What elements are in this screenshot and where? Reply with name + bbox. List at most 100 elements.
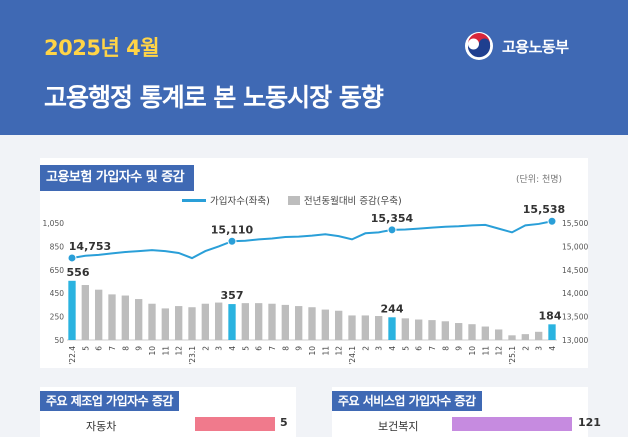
manufacturing-title: 주요 제조업 가입자수 증감 — [40, 391, 179, 411]
bar-mark — [548, 324, 556, 340]
report-date: 2025년 4월 — [44, 36, 160, 60]
x-category-label: '22.4 — [68, 346, 77, 365]
services-row-label: 보건복지 — [378, 420, 419, 433]
bar-mark — [455, 323, 463, 340]
bar-mark — [121, 295, 129, 340]
bar-mark — [268, 303, 276, 340]
right-axis-tick: 14,000 — [562, 289, 588, 298]
bar-mark — [228, 304, 236, 340]
line-data-label: 14,753 — [69, 240, 111, 253]
x-category-label: 3 — [375, 346, 384, 351]
x-category-label: 2 — [521, 346, 530, 351]
x-category-label: 6 — [255, 346, 264, 351]
left-axis-tick: 50 — [54, 336, 64, 345]
x-category-label: 5 — [81, 346, 90, 351]
x-category-label: 11 — [161, 346, 170, 356]
x-category-label: 9 — [295, 346, 304, 351]
services-title: 주요 서비스업 가입자수 증감 — [332, 391, 482, 411]
x-category-label: '23.1 — [188, 346, 197, 365]
chart-legend: 가입자수(좌축) 전년동월대비 증감(우축) — [182, 193, 402, 207]
x-category-label: 7 — [108, 346, 117, 351]
x-category-label: 3 — [535, 346, 544, 351]
left-axis-tick: 250 — [50, 313, 65, 322]
bar-mark — [335, 310, 343, 340]
x-category-label: 9 — [455, 346, 464, 351]
left-axis-tick: 450 — [50, 289, 65, 298]
legend-line-label: 가입자수(좌축) — [210, 196, 270, 207]
x-category-label: 7 — [428, 346, 437, 351]
page-title: 고용행정 통계로 본 노동시장 동향 — [44, 83, 384, 112]
line-point — [547, 216, 557, 226]
bar-mark — [95, 289, 103, 340]
bar-mark — [308, 307, 316, 340]
x-category-label: 12 — [495, 346, 504, 356]
services-row-bar — [452, 417, 572, 431]
bar-mark — [161, 308, 169, 340]
bar-mark — [255, 303, 263, 340]
bar-mark — [495, 329, 503, 340]
left-axis-tick: 850 — [50, 242, 65, 251]
right-axis-tick: 14,500 — [562, 266, 588, 275]
x-category-label: 8 — [281, 346, 290, 351]
x-category-label: 6 — [95, 346, 104, 351]
right-axis-tick: 15,500 — [562, 219, 588, 228]
x-category-label: 10 — [148, 346, 157, 356]
bar-mark — [295, 306, 303, 340]
x-category-label: 2 — [201, 346, 210, 351]
bar-mark — [508, 335, 516, 340]
bar-mark — [361, 315, 369, 340]
bar-mark — [401, 318, 409, 340]
bar-mark — [415, 319, 423, 340]
chart-title: 고용보험 가입자수 및 증감 — [40, 165, 195, 191]
bar-data-label: 244 — [381, 302, 404, 315]
bar-mark — [348, 315, 356, 340]
taegeuk-emblem-icon — [465, 32, 493, 60]
bar-mark — [81, 285, 89, 340]
x-category-label: 12 — [175, 346, 184, 356]
bar-mark — [428, 320, 436, 340]
line-point — [387, 225, 397, 235]
x-category-label: 2 — [361, 346, 370, 351]
bar-mark — [188, 307, 196, 340]
x-category-label: 7 — [268, 346, 277, 351]
bar-mark — [321, 309, 329, 340]
x-category-label: 10 — [468, 346, 477, 356]
right-axis-tick: 13,000 — [562, 336, 588, 345]
bar-mark — [388, 317, 396, 340]
bar-data-label: 556 — [67, 266, 90, 279]
x-category-label: 4 — [228, 346, 237, 351]
x-category-label: 4 — [548, 346, 557, 351]
line-data-label: 15,354 — [371, 212, 414, 225]
x-category-label: 9 — [135, 346, 144, 351]
bar-data-label: 184 — [539, 309, 562, 322]
manufacturing-row-bar — [195, 417, 275, 431]
line-data-label: 15,110 — [211, 223, 254, 236]
x-category-label: 12 — [335, 346, 344, 356]
x-category-label: 5 — [241, 346, 250, 351]
x-category-label: 6 — [415, 346, 424, 351]
legend-bar-label: 전년동월대비 증감(우축) — [303, 196, 402, 207]
x-category-label: 11 — [481, 346, 490, 356]
services-row-value: 121 — [578, 416, 601, 429]
line-data-label: 15,538 — [523, 203, 565, 216]
legend-line-swatch — [182, 198, 206, 202]
header-banner: 2025년 4월 고용행정 통계로 본 노동시장 동향 고용노동부 — [0, 0, 628, 135]
bar-mark — [481, 326, 489, 340]
x-category-label: '25.1 — [508, 346, 517, 365]
bar-data-label: 357 — [221, 289, 244, 302]
left-axis-tick: 1,050 — [43, 219, 65, 228]
combo-chart: 50 250 450 650 850 1,050 13,000 13,500 14,000 14,… — [43, 203, 589, 365]
x-category-label: 3 — [215, 346, 224, 351]
x-category-label: 8 — [441, 346, 450, 351]
ministry-name: 고용노동부 — [502, 37, 569, 56]
manufacturing-row-value: 5 — [280, 416, 288, 429]
x-category-label: 8 — [121, 346, 130, 351]
bar-mark — [201, 303, 209, 340]
bar-mark — [215, 302, 223, 340]
chart-unit: (단위: 천명) — [516, 175, 563, 185]
line-point — [227, 236, 237, 246]
bar-mark — [441, 321, 449, 340]
bar-mark — [148, 303, 156, 340]
bar-mark — [375, 316, 383, 340]
ministry-logo: 고용노동부 — [464, 30, 569, 62]
